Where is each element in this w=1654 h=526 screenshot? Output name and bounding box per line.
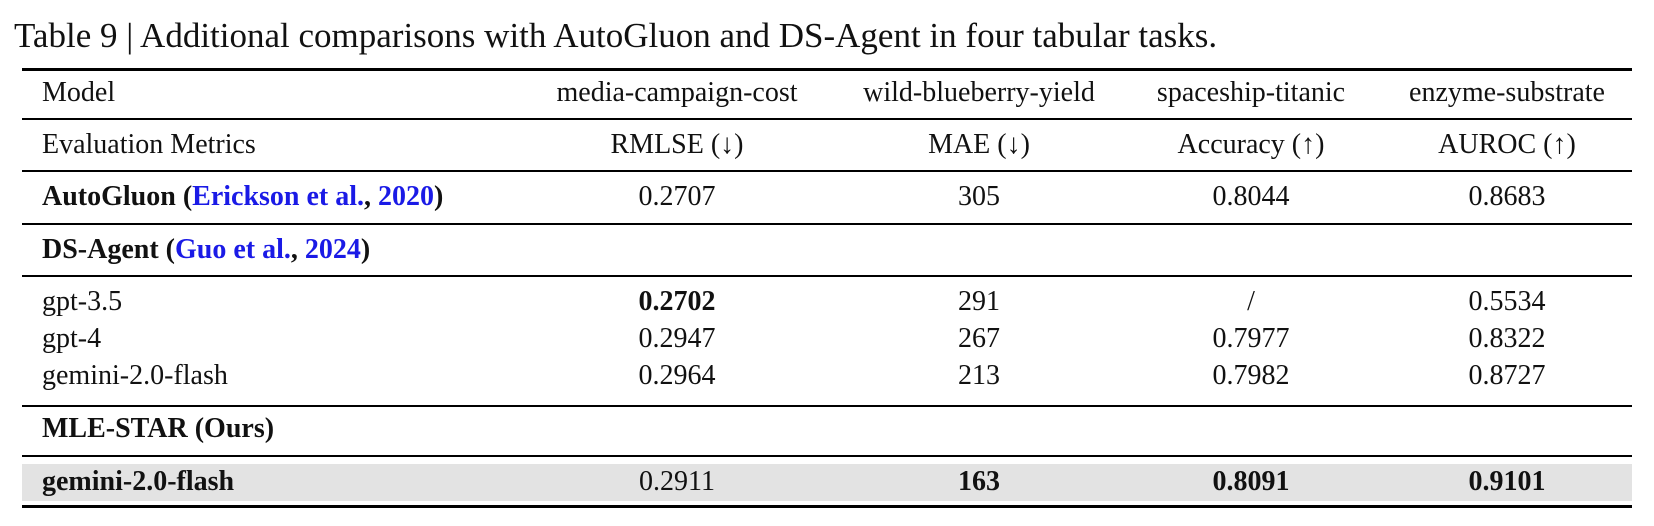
table-caption: Table 9 | Additional comparisons with Au… (14, 16, 1218, 55)
shaded-row (22, 464, 1632, 501)
label-text: DS-Agent ( (42, 234, 175, 265)
metric-cell: Evaluation Metrics (42, 129, 256, 160)
metric-cell: Accuracy (↑) (1177, 129, 1325, 160)
table-rule (22, 275, 1632, 277)
value-cell: 0.8727 (1468, 360, 1546, 391)
metric-cell: MAE (↓) (928, 129, 1030, 160)
value-cell: 291 (958, 286, 1000, 317)
value-cell: 0.2964 (638, 360, 716, 391)
label-text: , (364, 181, 379, 212)
table-rule (22, 455, 1632, 457)
value-cell: 0.2707 (638, 181, 716, 212)
label-text: , (290, 234, 305, 265)
label-text: AutoGluon ( (42, 181, 193, 212)
value-cell: 213 (958, 360, 1000, 391)
table-rule (22, 68, 1632, 71)
label-text: ) (360, 234, 371, 265)
row-label: gemini-2.0-flash (42, 360, 228, 391)
value-cell: 163 (958, 466, 1000, 497)
value-cell: 267 (958, 323, 1000, 354)
citation-link[interactable]: 2024 (304, 234, 361, 265)
table-rule (22, 170, 1632, 172)
value-cell: 0.7982 (1212, 360, 1290, 391)
table-rule (22, 118, 1632, 120)
row-label: AutoGluon (Erickson et al., 2020) (42, 181, 443, 213)
header-cell: spaceship-titanic (1156, 77, 1346, 108)
metric-cell: RMLSE (↓) (610, 129, 744, 160)
value-cell: 0.8044 (1212, 181, 1290, 212)
citation-link[interactable]: Erickson et al. (192, 181, 365, 212)
value-cell: 0.2702 (638, 286, 716, 317)
row-label: gpt-4 (42, 323, 102, 354)
table-rule (22, 405, 1632, 407)
value-cell: 0.8683 (1468, 181, 1546, 212)
row-label: gemini-2.0-flash (42, 466, 235, 497)
value-cell: 0.8091 (1212, 466, 1290, 497)
value-cell: 0.9101 (1468, 466, 1546, 497)
value-cell: 0.2911 (639, 466, 715, 497)
value-cell: 0.5534 (1468, 286, 1546, 317)
value-cell: 0.8322 (1468, 323, 1546, 354)
header-cell: Model (42, 77, 116, 108)
header-cell: enzyme-substrate (1409, 77, 1605, 108)
header-cell: media-campaign-cost (556, 77, 798, 108)
header-cell: wild-blueberry-yield (863, 77, 1095, 108)
section-label: MLE-STAR (Ours) (42, 413, 275, 444)
value-cell: 0.2947 (638, 323, 716, 354)
citation-link[interactable]: Guo et al. (175, 234, 291, 265)
row-label: gpt-3.5 (42, 286, 123, 317)
value-cell: 0.7977 (1212, 323, 1290, 354)
citation-link[interactable]: 2020 (378, 181, 435, 212)
section-label: DS-Agent (Guo et al., 2024) (42, 234, 370, 266)
label-text: ) (434, 181, 444, 212)
table-rule (22, 223, 1632, 225)
table-rule (22, 505, 1632, 508)
value-cell: / (1247, 286, 1255, 317)
metric-cell: AUROC (↑) (1438, 129, 1576, 160)
value-cell: 305 (958, 181, 1000, 212)
